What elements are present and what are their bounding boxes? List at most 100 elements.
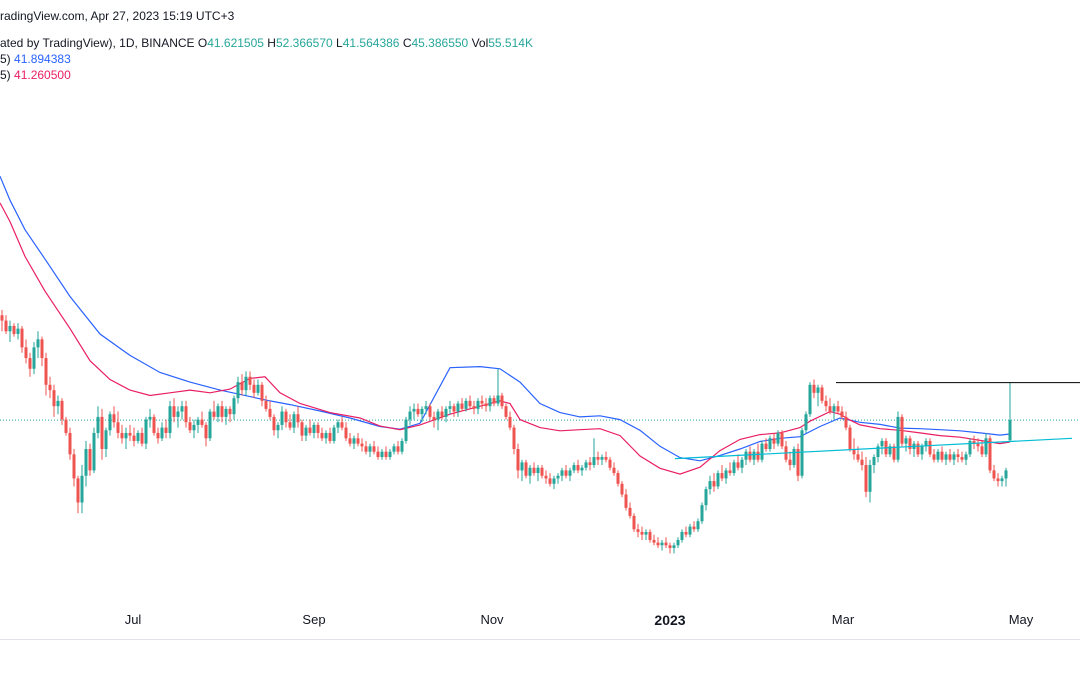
candle [276, 422, 280, 439]
candle-body [552, 478, 556, 484]
candle [736, 454, 740, 471]
candle-body [908, 438, 912, 449]
candle [240, 374, 244, 396]
candle [680, 529, 684, 543]
candle [100, 408, 104, 460]
candle-body [436, 411, 440, 420]
candle-body [56, 400, 60, 407]
candle-body [8, 325, 12, 332]
candle-body [936, 451, 940, 460]
candle [780, 430, 784, 449]
candle-body [996, 478, 1000, 482]
candle [636, 523, 640, 538]
candle-body [948, 454, 952, 460]
candle-body [484, 403, 488, 407]
candle-body [132, 435, 136, 441]
candle [392, 443, 396, 455]
candle [948, 449, 952, 463]
candle-body [464, 400, 468, 409]
candle-body [648, 531, 652, 540]
candle [244, 371, 248, 396]
candle [508, 411, 512, 431]
candle-body [168, 406, 172, 433]
candle-body [688, 526, 692, 535]
candle [864, 457, 868, 498]
candle [60, 398, 64, 425]
candle [588, 457, 592, 471]
candlestick-series[interactable] [0, 309, 1012, 554]
candle [688, 523, 692, 538]
ma-legend-red[interactable]: 5) 41.260500 [0, 68, 71, 82]
candle [184, 400, 188, 428]
candle-body [628, 507, 632, 516]
candle [480, 395, 484, 409]
candle [1004, 467, 1008, 487]
ma-line-1 [0, 202, 1011, 475]
candle [288, 414, 292, 431]
candle-body [24, 347, 28, 359]
candle-body [180, 406, 184, 412]
candle [252, 379, 256, 399]
candle [848, 424, 852, 452]
ma-legend-blue[interactable]: 5) 41.894383 [0, 52, 71, 66]
candle [380, 449, 384, 460]
candle-body [840, 411, 844, 417]
candle-body [832, 406, 836, 412]
candle-body [148, 416, 152, 420]
candle-body [368, 446, 372, 452]
candle-body [212, 411, 216, 417]
candle [152, 414, 156, 436]
candle [232, 395, 236, 420]
candle-body [400, 440, 404, 452]
candle [500, 392, 504, 409]
candle-body [732, 462, 736, 474]
candle [620, 481, 624, 498]
candle-body [952, 454, 956, 460]
candle-body [328, 432, 332, 441]
candle [612, 462, 616, 476]
candle [976, 438, 980, 452]
candle [684, 526, 688, 538]
candle [968, 438, 972, 458]
candle [192, 419, 196, 439]
candle-body [796, 449, 800, 476]
candle [356, 432, 360, 447]
ascending-trendline[interactable] [674, 437, 1073, 460]
candle-body [824, 400, 828, 407]
candle-body [152, 416, 156, 433]
candle [136, 430, 140, 444]
candle [512, 424, 516, 455]
candle-body [928, 440, 932, 455]
ma-blue-value: 41.894383 [14, 52, 71, 66]
candle-body [608, 459, 612, 468]
candle-body [268, 408, 272, 417]
ohlc-legend: ated by TradingView), 1D, BINANCE O41.62… [0, 36, 533, 50]
candle-body [580, 467, 584, 471]
candle [712, 473, 716, 492]
candle-body [164, 427, 168, 433]
candle [72, 449, 76, 487]
candle [928, 438, 932, 458]
candle [760, 440, 764, 463]
candle-body [256, 384, 260, 393]
candle [640, 526, 644, 540]
candle-body [876, 446, 880, 458]
candle-body [188, 422, 192, 431]
candle [492, 395, 496, 407]
candle-body [244, 376, 248, 391]
candle [64, 416, 68, 436]
candle [808, 382, 812, 417]
candle-body [12, 325, 16, 334]
candle-body [420, 408, 424, 415]
candle [496, 368, 500, 407]
candle-body [444, 408, 448, 417]
candle-body [504, 406, 508, 417]
candle-body [740, 459, 744, 468]
candle [604, 451, 608, 463]
candle [648, 529, 652, 543]
candle-body [216, 406, 220, 417]
candle [36, 331, 40, 359]
candle-body [372, 446, 376, 452]
candle [308, 419, 312, 436]
